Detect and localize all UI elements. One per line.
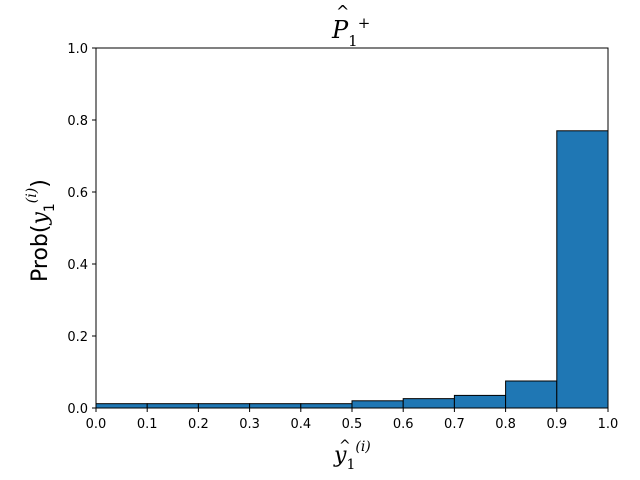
y-tick-label: 0.6 <box>67 186 88 201</box>
histogram-bar <box>95 403 148 409</box>
x-tick-label: 0.0 <box>86 417 107 432</box>
bars-group <box>95 130 609 409</box>
histogram-bar <box>300 403 353 409</box>
histogram-bar <box>197 403 251 409</box>
x-axis-label: y1(i) <box>333 439 371 473</box>
histogram-bar <box>453 394 507 409</box>
x-axis-label-hat: ^ <box>339 438 351 454</box>
histogram-bar <box>505 380 558 409</box>
y-axis-label: Prob(y1(i)) <box>24 179 58 282</box>
x-tick-label: 0.5 <box>342 417 363 432</box>
y-tick-label: 0.2 <box>67 330 88 345</box>
histogram-bar <box>146 403 199 409</box>
plot-frame <box>95 47 609 409</box>
histogram-bar <box>556 130 609 409</box>
histogram-bar <box>249 403 302 409</box>
y-tick-label: 0.0 <box>67 402 88 417</box>
x-tick-label: 0.8 <box>495 417 516 432</box>
x-tick-label: 0.7 <box>444 417 465 432</box>
x-tick-label: 1.0 <box>598 417 619 432</box>
chart-title: P1+ <box>331 14 370 50</box>
y-tick-label: 1.0 <box>67 42 88 57</box>
x-tick-label: 0.6 <box>393 417 414 432</box>
histogram-bar <box>402 398 455 409</box>
x-tick-label: 0.2 <box>188 417 209 432</box>
x-tick-label: 0.1 <box>137 417 158 432</box>
histogram-bar <box>351 400 404 409</box>
y-tick-label: 0.4 <box>67 258 88 273</box>
x-tick-label: 0.3 <box>239 417 260 432</box>
x-tick-label: 0.9 <box>546 417 567 432</box>
x-axis: 0.0 0.1 0.2 0.3 0.4 0.5 0.6 0.7 0.8 0.9 1.0 <box>86 408 619 432</box>
chart-title-hat: ^ <box>336 2 349 21</box>
y-axis: 0.0 0.2 0.4 0.6 0.8 1.0 <box>67 42 96 417</box>
y-tick-label: 0.8 <box>67 114 88 129</box>
x-tick-label: 0.4 <box>290 417 311 432</box>
